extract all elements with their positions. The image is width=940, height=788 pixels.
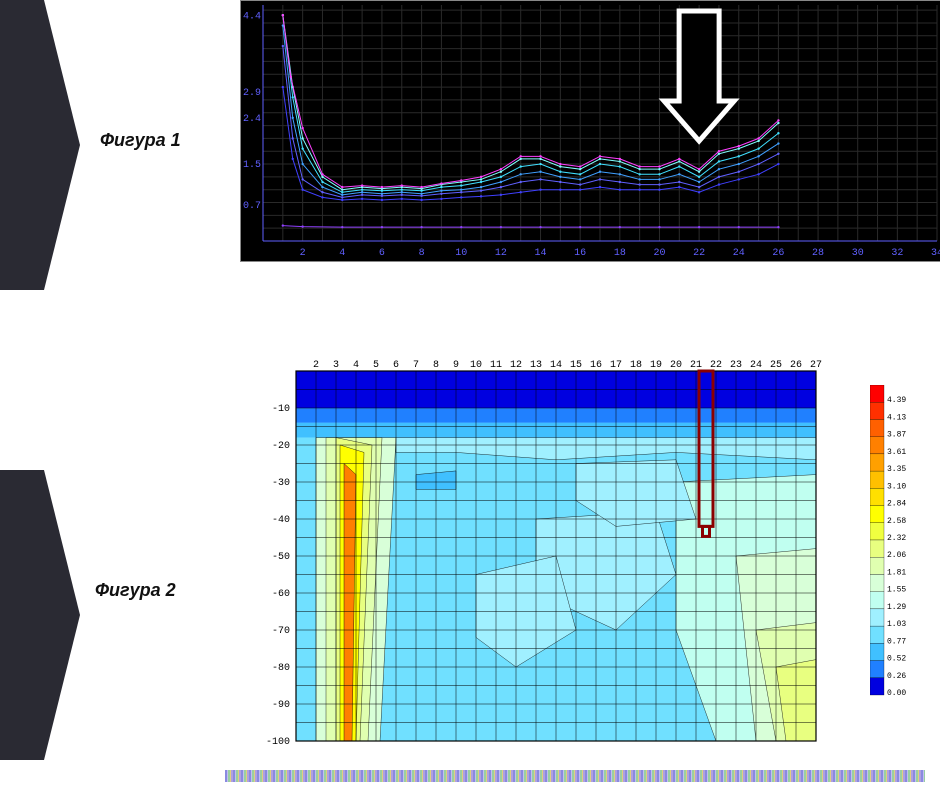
svg-text:-10: -10: [272, 404, 290, 415]
svg-text:8: 8: [433, 360, 439, 371]
svg-text:10: 10: [455, 248, 467, 259]
fig1-label: Фигура 1: [100, 130, 181, 151]
svg-text:12: 12: [495, 248, 507, 259]
svg-text:-90: -90: [272, 700, 290, 711]
svg-text:34: 34: [931, 248, 940, 259]
svg-text:-100: -100: [266, 737, 290, 748]
svg-text:0.52: 0.52: [887, 655, 906, 664]
svg-text:0.7: 0.7: [243, 201, 261, 212]
svg-text:7: 7: [413, 360, 419, 371]
svg-text:-40: -40: [272, 515, 290, 526]
page: Фигура 1 Фигура 2 2468101214161820222426…: [0, 0, 940, 788]
fig2-chart: 2345678910111213141516171819202122232425…: [260, 355, 860, 765]
svg-text:3.61: 3.61: [887, 448, 906, 457]
svg-text:30: 30: [852, 248, 864, 259]
svg-text:18: 18: [614, 248, 626, 259]
svg-text:8: 8: [419, 248, 425, 259]
svg-text:-60: -60: [272, 589, 290, 600]
svg-text:2.84: 2.84: [887, 500, 906, 509]
svg-text:28: 28: [812, 248, 824, 259]
fig2-legend: 4.39 4.13 3.87 3.61 3.35 3.10 2.84 2.58 2.32 2.06…: [870, 385, 940, 705]
svg-text:3.10: 3.10: [887, 482, 906, 491]
decor-arrow-1: [0, 0, 80, 290]
svg-text:0.26: 0.26: [887, 672, 906, 681]
svg-text:18: 18: [630, 360, 642, 371]
svg-text:23: 23: [730, 360, 742, 371]
svg-text:-70: -70: [272, 626, 290, 637]
svg-text:20: 20: [670, 360, 682, 371]
svg-text:2.58: 2.58: [887, 517, 906, 526]
svg-text:0.77: 0.77: [887, 637, 906, 646]
svg-text:27: 27: [810, 360, 822, 371]
svg-text:-20: -20: [272, 441, 290, 452]
svg-text:14: 14: [535, 248, 547, 259]
svg-text:25: 25: [770, 360, 782, 371]
svg-text:19: 19: [650, 360, 662, 371]
svg-text:16: 16: [590, 360, 602, 371]
svg-text:1.03: 1.03: [887, 620, 906, 629]
svg-text:3.35: 3.35: [887, 465, 906, 474]
svg-text:24: 24: [750, 360, 762, 371]
svg-text:11: 11: [490, 360, 502, 371]
svg-text:12: 12: [510, 360, 522, 371]
svg-text:4.13: 4.13: [887, 413, 906, 422]
svg-text:5: 5: [373, 360, 379, 371]
svg-text:-80: -80: [272, 663, 290, 674]
svg-text:10: 10: [470, 360, 482, 371]
svg-text:2.32: 2.32: [887, 534, 906, 543]
svg-text:0.00: 0.00: [887, 689, 906, 698]
svg-text:6: 6: [393, 360, 399, 371]
svg-text:17: 17: [610, 360, 622, 371]
svg-text:2.4: 2.4: [243, 114, 261, 125]
svg-text:22: 22: [693, 248, 705, 259]
svg-text:21: 21: [690, 360, 702, 371]
svg-text:2.9: 2.9: [243, 88, 261, 99]
svg-text:1.55: 1.55: [887, 586, 906, 595]
svg-text:2: 2: [300, 248, 306, 259]
svg-text:2: 2: [313, 360, 319, 371]
svg-text:16: 16: [574, 248, 586, 259]
svg-text:-30: -30: [272, 478, 290, 489]
svg-text:22: 22: [710, 360, 722, 371]
fig2-label: Фигура 2: [95, 580, 176, 601]
svg-text:4.39: 4.39: [887, 396, 906, 405]
svg-text:2.06: 2.06: [887, 551, 906, 560]
svg-text:13: 13: [530, 360, 542, 371]
svg-text:4: 4: [339, 248, 345, 259]
svg-text:32: 32: [891, 248, 903, 259]
bottom-strip: [225, 770, 925, 782]
svg-text:-50: -50: [272, 552, 290, 563]
svg-text:26: 26: [772, 248, 784, 259]
svg-text:15: 15: [570, 360, 582, 371]
svg-text:14: 14: [550, 360, 562, 371]
svg-text:24: 24: [733, 248, 745, 259]
svg-text:3.87: 3.87: [887, 431, 906, 440]
svg-text:26: 26: [790, 360, 802, 371]
svg-text:1.5: 1.5: [243, 160, 261, 171]
svg-text:4.4: 4.4: [243, 11, 261, 22]
svg-text:1.81: 1.81: [887, 568, 906, 577]
decor-arrow-2: [0, 470, 80, 760]
svg-text:6: 6: [379, 248, 385, 259]
svg-text:3: 3: [333, 360, 339, 371]
fig1-chart: 2468101214161820222426283032340.71.52.42…: [240, 0, 940, 262]
svg-text:20: 20: [653, 248, 665, 259]
svg-text:4: 4: [353, 360, 359, 371]
svg-text:1.29: 1.29: [887, 603, 906, 612]
svg-text:9: 9: [453, 360, 459, 371]
